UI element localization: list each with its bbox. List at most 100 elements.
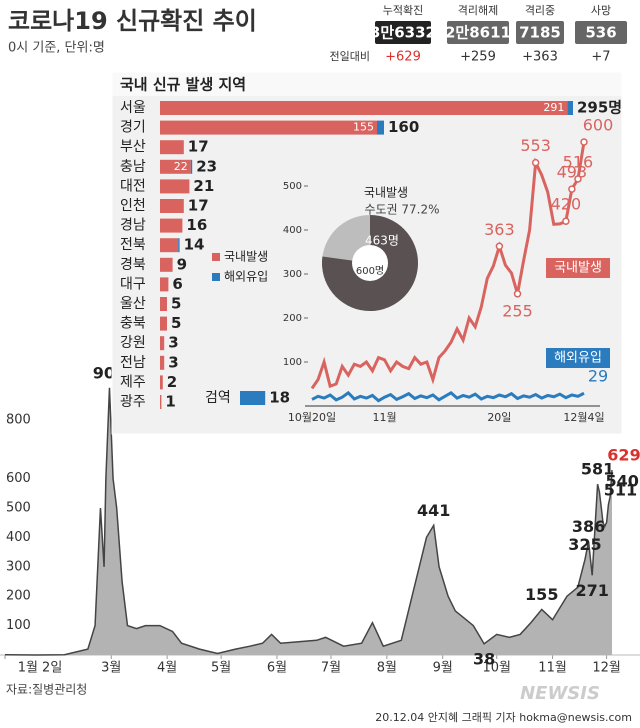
- subtitle: 0시 기준, 단위:명: [8, 41, 105, 56]
- pie-title: 국내발생: [364, 186, 408, 200]
- x-tick-label: 9월: [433, 661, 453, 676]
- legend-label: 국내발생: [224, 250, 268, 264]
- line: [4, 387, 613, 656]
- total-label: 9: [177, 255, 187, 273]
- series-name: 해외유입: [554, 351, 602, 366]
- x-tick-label: 3월: [101, 661, 121, 676]
- stat-value: 2만8611: [445, 24, 511, 42]
- data-label: 540: [605, 472, 638, 491]
- y-tick-label: 600: [6, 471, 31, 486]
- bar: [160, 218, 183, 233]
- bar: [160, 179, 190, 194]
- x-tick-label: 1월 2일: [18, 661, 63, 676]
- stats: 누적확진 3만6332 +629 격리해제 2만8611 +259 격리중 7185 +363 사…: [330, 3, 627, 65]
- data-label: 271: [575, 581, 608, 600]
- bar: [160, 316, 167, 331]
- stat-box: [447, 21, 509, 44]
- data-label: 420: [551, 195, 582, 214]
- category-label: 제주: [120, 374, 146, 390]
- data-label: 553: [520, 136, 551, 155]
- x-tick-label: 10월20일: [288, 410, 336, 424]
- change-label: 전일대비: [330, 49, 370, 63]
- category-label: 충북: [120, 316, 146, 332]
- total-label: 160: [388, 118, 419, 136]
- stat-box: [375, 21, 431, 44]
- point: [513, 290, 522, 298]
- point: [580, 138, 588, 146]
- x-tick-label: 4월: [157, 661, 177, 676]
- y-tick-label: 100: [6, 618, 31, 633]
- data-label: 155: [525, 585, 558, 604]
- panel-title-bg: [112, 72, 622, 96]
- pie-total: 600명: [356, 265, 384, 277]
- category-label: 충남: [120, 159, 146, 175]
- area: [5, 387, 612, 655]
- stat-change: +363: [522, 50, 558, 65]
- bar: [377, 120, 384, 135]
- y-tick-label: 300: [6, 559, 31, 574]
- stat-label: 격리중: [525, 4, 555, 17]
- total-label: 17: [188, 197, 209, 215]
- series-tag: [546, 258, 610, 278]
- stat-change: +629: [385, 50, 421, 65]
- bar: [160, 159, 191, 174]
- total-label: 3: [168, 353, 178, 371]
- title: 코로나19 신규확진 추이: [8, 7, 257, 35]
- y-tick-label: 300: [283, 269, 302, 280]
- bar: [240, 391, 266, 405]
- pie-subtitle: 수도권 77.2%: [364, 203, 439, 217]
- line: [311, 390, 585, 403]
- y-tick-label: 400: [283, 225, 302, 236]
- bar: [178, 238, 180, 253]
- pie-value: 463명: [365, 234, 399, 248]
- total-label: 3: [168, 334, 178, 352]
- stat-label: 격리해제: [458, 3, 498, 17]
- category-label: 광주: [120, 394, 146, 410]
- x-tick-label: 12월: [592, 661, 621, 676]
- x-tick-label: 12월4일: [563, 410, 604, 424]
- y-tick-label: 500: [283, 181, 302, 192]
- bar: [160, 238, 179, 253]
- series-name: 국내발생: [554, 261, 602, 276]
- data-label: 255: [502, 301, 533, 320]
- category-label: 인천: [120, 198, 146, 214]
- extra-label: 검역: [205, 390, 231, 406]
- y-tick-label: 200: [283, 313, 302, 324]
- category-label: 전남: [120, 355, 146, 371]
- data-label: 29: [588, 367, 608, 386]
- data-label: 325: [568, 535, 601, 554]
- bar-value: 22: [174, 160, 188, 173]
- bar: [160, 277, 169, 292]
- bar: [567, 101, 573, 115]
- main-chart: 100 200 300 400 500 600 800 1월 2일 3월 4월 5월 6월 7월 8월 9월…: [0, 363, 640, 676]
- stat-change: +259: [460, 50, 496, 65]
- x-tick-label: 20일: [487, 410, 511, 424]
- x-tick-label: 11월: [372, 411, 396, 424]
- bar: [160, 199, 184, 213]
- y-tick-label: 500: [6, 501, 31, 516]
- total-label: 21: [193, 177, 214, 195]
- point: [531, 158, 540, 167]
- source: 자료:질병관리청: [6, 683, 87, 697]
- line: [310, 141, 586, 390]
- pie-hole: [352, 245, 388, 281]
- category-label: 경남: [120, 218, 146, 234]
- total-label: 23: [196, 157, 217, 175]
- point: [568, 185, 576, 193]
- data-label: 441: [417, 501, 450, 520]
- category-label: 대전: [120, 178, 146, 194]
- y-tick-label: 800: [6, 412, 31, 427]
- total-label: 14: [184, 236, 205, 254]
- series-tag: [546, 348, 610, 368]
- total-label: 5: [171, 314, 181, 332]
- credit: 20.12.04 안지혜 그래픽 기자 hokma@newsis.com: [375, 711, 632, 724]
- category-label: 경기: [120, 120, 146, 136]
- x-tick-label: 7월: [321, 661, 341, 676]
- panel-title: 국내 신규 발생 지역: [120, 76, 246, 94]
- bar: [190, 159, 193, 174]
- bar: [160, 120, 377, 135]
- data-label: 629: [607, 446, 640, 465]
- total-label: 5: [171, 295, 181, 313]
